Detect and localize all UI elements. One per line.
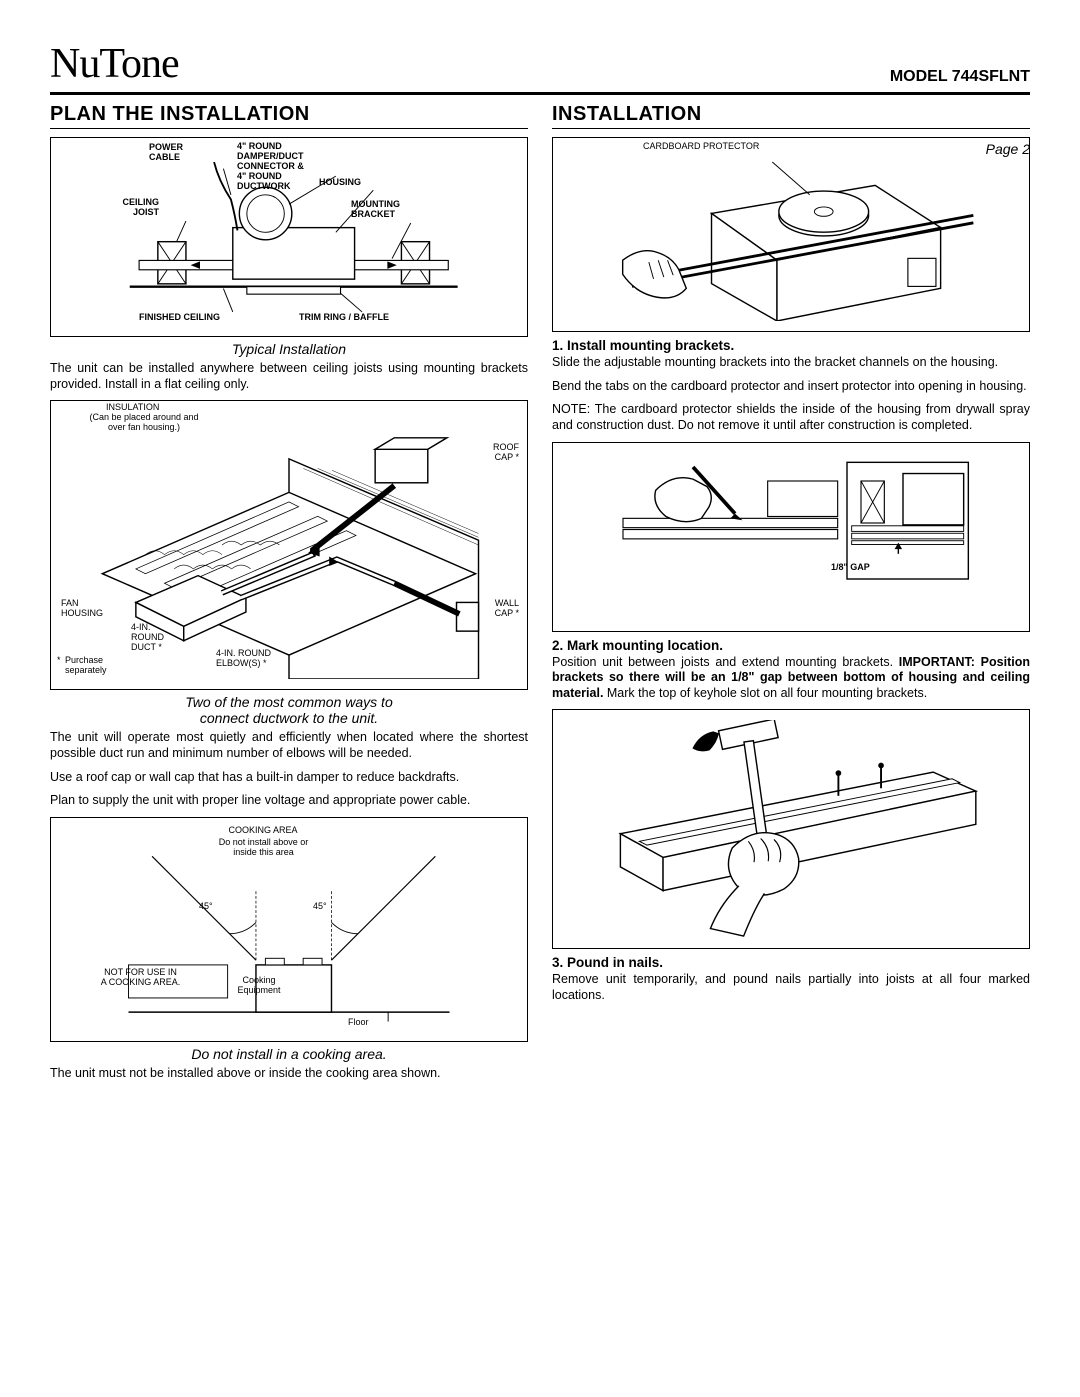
right-column: INSTALLATION (552, 103, 1030, 1081)
label-45l: 45° (199, 902, 213, 912)
step2-p1: Position unit between joists and extend … (552, 655, 1030, 702)
diagram-cardboard-svg (563, 148, 1019, 321)
brand-logo: NuTone (50, 40, 179, 88)
label-wall-cap: WALL CAP * (495, 599, 519, 619)
figure-mark-location: 1/8" GAP (552, 442, 1030, 632)
page-header: NuTone MODEL 744SFLNT (50, 40, 1030, 95)
diagram-nails-svg (563, 720, 1019, 938)
left-column: PLAN THE INSTALLATION (50, 103, 528, 1081)
label-cooking-area: COOKING AREA (213, 826, 313, 836)
label-elbows: 4-IN. ROUND ELBOW(S) * (216, 649, 271, 669)
figure-ductwork: INSULATION (Can be placed around and ove… (50, 400, 528, 690)
step2-title: 2. Mark mounting location. (552, 638, 1030, 653)
caption-ductwork: Two of the most common ways to connect d… (50, 694, 528, 726)
section-title-install: INSTALLATION (552, 103, 1030, 129)
label-mounting-bracket: MOUNTING BRACKET (351, 200, 400, 220)
step1-title: 1. Install mounting brackets. (552, 338, 1030, 353)
label-not-for-use: NOT FOR USE IN A COOKING AREA. (93, 968, 188, 988)
label-ceiling-joist: CEILING JOIST (109, 198, 159, 218)
label-finished-ceiling: FINISHED CEILING (139, 313, 220, 323)
para-damper: Use a roof cap or wall cap that has a bu… (50, 770, 528, 786)
label-insulation-note: (Can be placed around and over fan housi… (69, 413, 219, 433)
label-equipment: Cooking Equipment (229, 976, 289, 996)
content-columns: Page 2 PLAN THE INSTALLATION (50, 103, 1030, 1081)
step2-p1a: Position unit between joists and extend … (552, 655, 899, 669)
para-quiet: The unit will operate most quietly and e… (50, 730, 528, 761)
diagram-cooking-svg (61, 828, 517, 1031)
label-damper: 4" ROUND DAMPER/DUCT CONNECTOR & 4" ROUN… (237, 142, 304, 191)
caption-cooking: Do not install in a cooking area. (50, 1046, 528, 1062)
step1-p1: Slide the adjustable mounting brackets i… (552, 355, 1030, 371)
label-roof-cap: ROOF CAP * (493, 443, 519, 463)
para-voltage: Plan to supply the unit with proper line… (50, 793, 528, 809)
diagram-mark-svg (563, 453, 1019, 621)
label-45r: 45° (313, 902, 327, 912)
label-trim-ring: TRIM RING / BAFFLE (299, 313, 389, 323)
label-purchase-star: * (57, 656, 61, 666)
label-fan-housing: FAN HOUSING (61, 599, 103, 619)
figure-pound-nails (552, 709, 1030, 949)
caption-typical: Typical Installation (50, 341, 528, 357)
step1-p2: Bend the tabs on the cardboard protector… (552, 379, 1030, 395)
step2-p1c: Mark the top of keyhole slot on all four… (603, 686, 927, 700)
label-cooking-note: Do not install above or inside this area (201, 838, 326, 858)
label-housing: HOUSING (319, 178, 361, 188)
label-purchase: Purchase separately (65, 656, 107, 676)
step3-title: 3. Pound in nails. (552, 955, 1030, 970)
step3-p1: Remove unit temporarily, and pound nails… (552, 972, 1030, 1003)
label-gap: 1/8" GAP (831, 563, 870, 573)
figure-cooking-area: COOKING AREA Do not install above or ins… (50, 817, 528, 1042)
para-install-anywhere: The unit can be installed anywhere betwe… (50, 361, 528, 392)
label-round-duct: 4-IN. ROUND DUCT * (131, 623, 164, 653)
section-title-plan: PLAN THE INSTALLATION (50, 103, 528, 129)
label-floor: Floor (348, 1018, 369, 1028)
model-number: MODEL 744SFLNT (890, 68, 1030, 86)
diagram-ductwork-svg (61, 411, 517, 679)
figure-typical-install: POWER CABLE 4" ROUND DAMPER/DUCT CONNECT… (50, 137, 528, 337)
label-power-cable: POWER CABLE (149, 143, 183, 163)
label-cardboard: CARDBOARD PROTECTOR (643, 142, 759, 152)
para-no-cooking: The unit must not be installed above or … (50, 1066, 528, 1082)
step1-p3: NOTE: The cardboard protector shields th… (552, 402, 1030, 433)
figure-cardboard: CARDBOARD PROTECTOR (552, 137, 1030, 332)
